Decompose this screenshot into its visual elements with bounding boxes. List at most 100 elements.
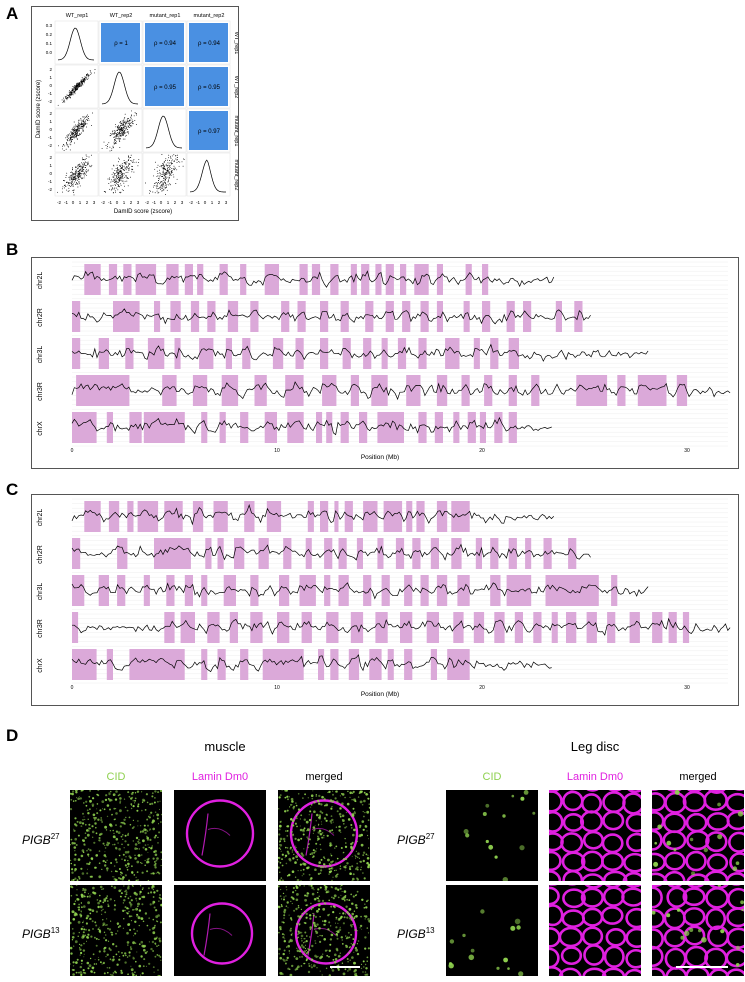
- scatter-point: [145, 182, 146, 184]
- scatter-point: [117, 126, 119, 128]
- scatter-point: [83, 175, 85, 177]
- scatter-point: [72, 87, 74, 89]
- scatter-point: [111, 180, 113, 182]
- scatter-point: [87, 161, 89, 163]
- scatter-point: [68, 185, 70, 186]
- scatter-point: [137, 165, 139, 167]
- scatter-point: [57, 104, 59, 106]
- lad-domain: [568, 538, 577, 569]
- scatter-point: [130, 160, 132, 162]
- lad-domain: [166, 575, 175, 606]
- x-axis-tick: 20: [479, 448, 485, 454]
- scatter-point: [167, 176, 169, 178]
- scatter-point: [121, 177, 123, 179]
- scatter-point: [113, 142, 115, 144]
- scatter-point: [123, 131, 125, 133]
- scatter-point: [70, 172, 72, 173]
- scatter-point: [70, 137, 72, 139]
- lad-domain: [404, 649, 413, 680]
- lad-domain: [445, 338, 460, 369]
- scatter-point: [129, 127, 131, 129]
- lad-domain: [479, 412, 486, 443]
- correlation-tile: [189, 67, 228, 106]
- lad-domain: [72, 412, 97, 443]
- x-tick: -1: [152, 200, 156, 205]
- scatter-point: [117, 176, 119, 178]
- scatter-point: [66, 94, 68, 96]
- scatter-point: [169, 183, 171, 185]
- lad-domain: [344, 501, 353, 532]
- scatter-point: [168, 184, 170, 186]
- scatter-point: [154, 183, 155, 185]
- scatter-point: [87, 75, 89, 77]
- scatter-point: [170, 170, 172, 172]
- correlation-value: ρ = 0.95: [198, 85, 221, 91]
- scatter-point: [135, 161, 137, 163]
- scatter-point: [89, 165, 90, 167]
- scatter-point: [161, 165, 163, 167]
- scatter-point: [128, 133, 130, 135]
- damid-signal-line: [71, 270, 555, 288]
- x-axis-tick: 0: [71, 685, 74, 691]
- scatter-point: [116, 187, 118, 189]
- scatter-point: [68, 190, 70, 192]
- scatter-point: [84, 79, 86, 81]
- lad-domain: [287, 412, 304, 443]
- lad-domain: [326, 412, 333, 443]
- matrix-xlabel: DamID score (zscore): [114, 209, 172, 215]
- scatter-point: [170, 155, 171, 157]
- matrix-cell: ρ = 1: [98, 20, 143, 65]
- scatter-point: [159, 186, 161, 188]
- scatter-point: [78, 183, 80, 185]
- scatter-point: [80, 80, 82, 82]
- scatter-point: [165, 194, 166, 196]
- scatter-point: [82, 159, 83, 161]
- scatter-point: [84, 77, 86, 79]
- scatter-point: [170, 157, 172, 159]
- scatter-point: [125, 122, 127, 124]
- scatter-point: [72, 172, 74, 174]
- scatter-point: [122, 123, 124, 125]
- scatter-point: [162, 173, 163, 175]
- scatter-point: [159, 169, 161, 171]
- scatter-point: [88, 74, 89, 76]
- scatter-point: [73, 125, 75, 127]
- scatter-point: [72, 169, 73, 171]
- scatter-point: [71, 87, 73, 89]
- lad-domain: [494, 612, 505, 643]
- scatter-point: [75, 182, 77, 183]
- scatter-point: [175, 183, 177, 184]
- lad-domain: [453, 612, 464, 643]
- scatter-point: [72, 133, 74, 135]
- lad-domain: [436, 375, 448, 406]
- scatter-point: [80, 175, 82, 177]
- scatter-point: [111, 168, 113, 170]
- scatter-point: [117, 173, 119, 174]
- scatter-point: [119, 168, 121, 170]
- lad-domain: [316, 412, 323, 443]
- scatter-point: [115, 171, 117, 173]
- scatter-point: [71, 184, 72, 186]
- scatter-point: [82, 84, 84, 86]
- scatter-point: [78, 119, 80, 121]
- scatter-point: [77, 89, 78, 90]
- scatter-point: [108, 183, 110, 184]
- scatter-point: [120, 172, 122, 174]
- scatter-point: [86, 155, 88, 157]
- chromosome-track: chr2R: [37, 301, 591, 332]
- scatter-point: [103, 190, 105, 192]
- damid-signal-line: [71, 308, 591, 325]
- scatter-point: [159, 187, 161, 189]
- scatter-point: [121, 134, 123, 136]
- scatter-point: [115, 178, 117, 180]
- scatter-point: [79, 175, 81, 177]
- scatter-point: [159, 173, 161, 175]
- lad-domain: [299, 264, 308, 295]
- scatter-point: [163, 172, 165, 174]
- lad-domain: [555, 301, 562, 332]
- scatter-point: [78, 178, 80, 180]
- scatter-point: [116, 181, 118, 183]
- x-axis-tick: 30: [684, 685, 690, 691]
- scatter-point: [57, 191, 59, 193]
- scatter-point: [124, 122, 126, 123]
